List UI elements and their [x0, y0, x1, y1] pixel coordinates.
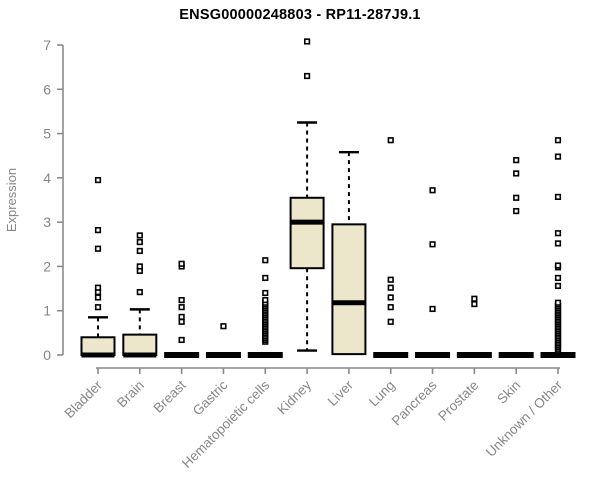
outlier-point: [136, 247, 143, 255]
outlier-point: [471, 295, 478, 302]
outlier-point: [178, 296, 185, 304]
outlier-point: [303, 38, 311, 45]
flat-box: [373, 352, 409, 358]
outlier-point: [554, 230, 562, 237]
outlier-point: [178, 336, 185, 344]
outlier-point: [94, 227, 102, 234]
outlier-point: [136, 263, 143, 270]
x-category-label: Skin: [494, 378, 523, 407]
outlier-point: [554, 262, 562, 269]
x-category-label: Brain: [114, 378, 147, 411]
y-tick-label: 2: [43, 258, 51, 274]
outlier-point: [94, 294, 102, 301]
outlier-point: [136, 238, 143, 246]
y-tick-label: 1: [43, 303, 51, 319]
x-category-label: Liver: [325, 377, 357, 409]
box: [122, 333, 158, 356]
outlier-point: [136, 232, 143, 239]
outlier-point: [554, 137, 562, 144]
outlier-point: [303, 72, 311, 80]
x-category-label: Prostate: [435, 378, 481, 424]
y-tick-label: 4: [43, 170, 51, 186]
box: [80, 336, 116, 356]
y-axis-label: Expression: [4, 168, 19, 232]
outlier-point: [94, 176, 102, 184]
x-category-label: Breast: [151, 377, 189, 415]
outlier-point: [387, 304, 394, 311]
outlier-point: [387, 284, 394, 291]
outlier-point: [262, 296, 269, 304]
flat-box: [247, 352, 283, 358]
outlier-point: [94, 245, 102, 252]
flat-box: [205, 352, 241, 358]
outlier-point: [262, 274, 269, 282]
outlier-point: [136, 289, 143, 296]
outlier-point: [554, 282, 562, 290]
outlier-point: [178, 318, 185, 325]
y-tick-label: 7: [43, 37, 51, 53]
outlier-point: [554, 153, 562, 160]
outlier-point: [471, 300, 478, 308]
outlier-point: [429, 305, 436, 313]
flat-box: [456, 352, 492, 358]
outlier-point: [513, 194, 520, 201]
x-category-label: Gastric: [190, 377, 231, 418]
outlier-point: [554, 299, 562, 306]
outlier-point: [554, 193, 562, 201]
box: [289, 196, 325, 270]
outlier-point: [429, 187, 436, 194]
median-line: [332, 300, 366, 306]
outlier-point: [513, 157, 520, 164]
chart-title: ENSG00000248803 - RP11-287J9.1: [179, 7, 421, 23]
x-category-label: Pancreas: [389, 377, 440, 428]
flat-box: [498, 352, 534, 358]
flat-box: [540, 352, 576, 358]
x-category-label: Bladder: [62, 377, 106, 421]
outlier-point: [220, 323, 227, 330]
outlier-point: [554, 274, 562, 282]
outlier-point: [262, 289, 269, 297]
x-category-label: Lung: [366, 378, 398, 410]
outlier-point: [178, 260, 185, 267]
outlier-point: [513, 207, 520, 215]
median-line: [290, 219, 324, 225]
y-tick-label: 5: [43, 126, 51, 142]
median-line: [81, 352, 115, 358]
y-tick-label: 6: [43, 81, 51, 97]
outlier-point: [94, 284, 102, 291]
outlier-point: [429, 241, 436, 248]
median-line: [123, 352, 157, 358]
outlier-point: [513, 170, 520, 177]
y-tick-label: 0: [43, 347, 51, 363]
box: [331, 223, 367, 356]
outlier-point: [262, 257, 269, 264]
outlier-point: [178, 304, 185, 311]
outlier-point: [178, 313, 185, 321]
y-tick-label: 3: [43, 214, 51, 230]
flat-box: [415, 352, 451, 358]
x-category-label: Kidney: [274, 377, 314, 417]
x-category-label: Unknown / Other: [483, 377, 566, 460]
outlier-point: [387, 137, 394, 144]
flat-box: [164, 352, 200, 358]
outlier-point: [94, 304, 102, 311]
outlier-point: [554, 240, 562, 247]
outlier-point: [387, 294, 394, 301]
outlier-point: [387, 276, 394, 283]
outlier-point: [387, 318, 394, 325]
